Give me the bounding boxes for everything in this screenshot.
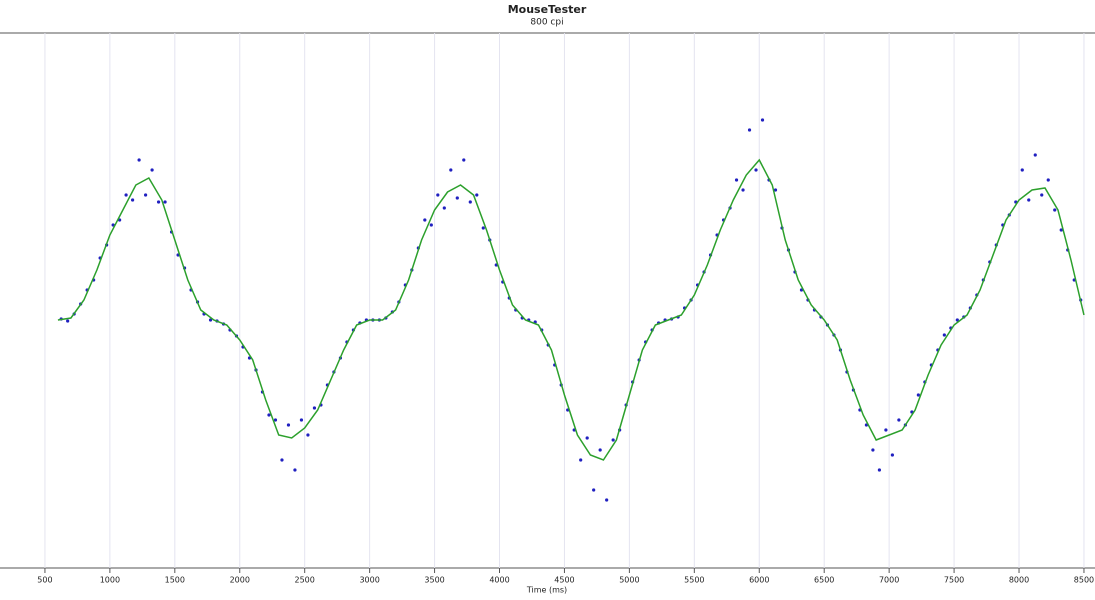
data-point: [468, 200, 472, 204]
x-tick-label: 8500: [1074, 576, 1094, 585]
x-tick-label: 6500: [814, 576, 834, 585]
chart-title: MouseTester: [508, 3, 587, 16]
x-axis-label: Time (ms): [526, 586, 567, 595]
data-point: [592, 488, 596, 492]
data-point: [124, 193, 128, 197]
data-point: [137, 158, 141, 162]
data-point: [890, 453, 894, 457]
data-point: [208, 318, 213, 322]
data-point: [741, 188, 745, 192]
data-point: [897, 418, 901, 422]
data-point: [163, 200, 167, 204]
data-point: [143, 193, 148, 197]
data-line: [57, 158, 1085, 461]
data-point: [306, 433, 310, 437]
data-point: [455, 196, 459, 200]
data-point: [916, 393, 920, 397]
data-point: [156, 200, 161, 204]
data-point: [1040, 193, 1044, 197]
data-point: [734, 178, 739, 182]
x-tick-label: 3500: [424, 576, 444, 585]
x-tick-label: 6000: [749, 576, 769, 585]
x-tick-label: 5500: [684, 576, 704, 585]
x-tick-label: 4500: [554, 576, 574, 585]
data-point: [1059, 228, 1063, 232]
data-point: [598, 448, 602, 452]
data-point: [760, 118, 765, 122]
data-point: [449, 168, 453, 172]
data-point: [1020, 168, 1024, 172]
data-point: [442, 206, 446, 210]
data-point: [585, 436, 589, 440]
data-point: [423, 218, 427, 222]
x-tick-label: 7000: [879, 576, 899, 585]
x-tick-label: 5000: [619, 576, 639, 585]
data-point: [747, 128, 752, 132]
data-point: [475, 193, 479, 197]
data-point: [1027, 198, 1031, 202]
data-point: [579, 458, 583, 462]
x-tick-label: 2000: [230, 576, 250, 585]
data-point: [1033, 153, 1037, 157]
data-point: [1053, 208, 1057, 212]
data-point: [884, 428, 888, 432]
data-point: [955, 318, 959, 322]
x-tick-label: 1500: [165, 576, 185, 585]
x-tick-label: 4000: [489, 576, 509, 585]
data-point: [605, 498, 609, 502]
data-point: [131, 198, 135, 202]
data-point: [299, 418, 304, 422]
data-point: [754, 168, 758, 172]
data-point: [436, 193, 440, 197]
data-point: [462, 158, 466, 162]
x-tick-label: 500: [37, 576, 52, 585]
data-point: [286, 423, 291, 427]
data-point: [942, 333, 946, 337]
data-point: [267, 413, 271, 417]
data-point: [66, 319, 70, 323]
x-tick-label: 3000: [359, 576, 379, 585]
data-point: [877, 468, 882, 472]
x-tick-label: 7500: [944, 576, 964, 585]
data-point: [429, 223, 433, 227]
data-point: [1046, 178, 1050, 182]
data-point: [280, 458, 284, 462]
data-point: [150, 168, 154, 172]
data-point: [871, 448, 875, 452]
x-tick-label: 1000: [100, 576, 120, 585]
data-point: [312, 406, 317, 410]
data-point: [273, 418, 278, 422]
chart-subtitle: 800 cpi: [530, 18, 563, 28]
x-tick-label: 8000: [1009, 576, 1029, 585]
data-point: [293, 468, 297, 472]
x-tick-label: 2500: [295, 576, 315, 585]
data-point: [773, 188, 778, 192]
data-point: [481, 226, 485, 230]
data-point: [611, 438, 615, 442]
